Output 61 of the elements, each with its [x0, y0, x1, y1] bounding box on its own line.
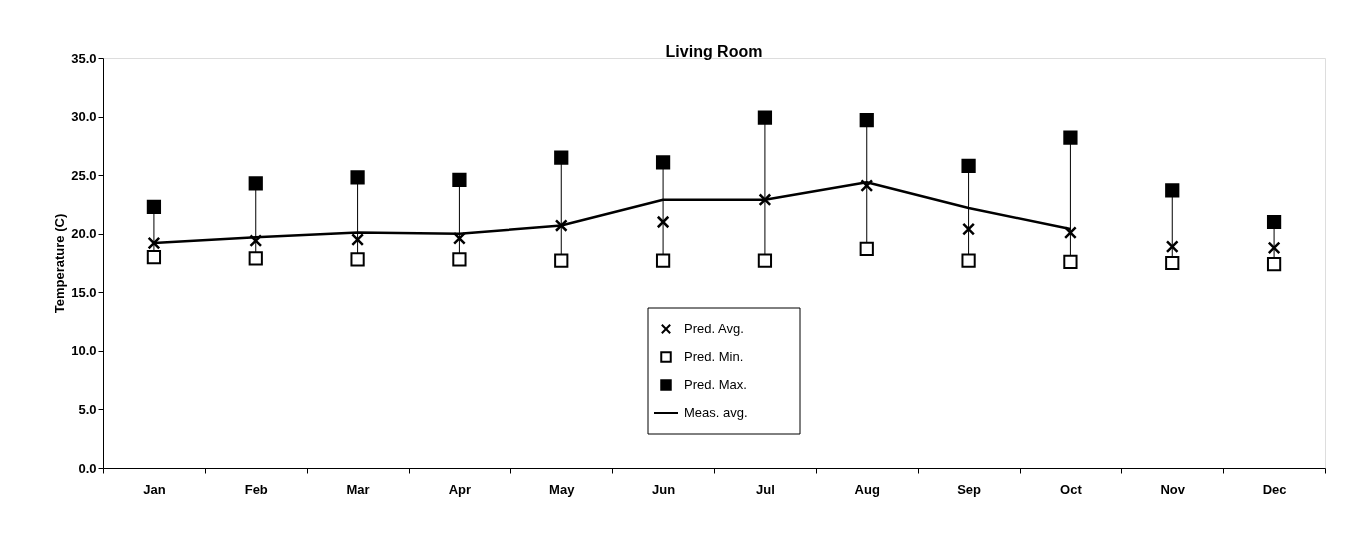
point: [860, 179, 874, 193]
chart-title: Living Room: [665, 43, 763, 60]
point: [248, 176, 263, 191]
point: [961, 158, 976, 173]
point: [757, 253, 773, 268]
x-tick-label: Jul: [756, 481, 775, 497]
point: [248, 251, 263, 266]
x-tick-label: Sep: [957, 481, 982, 497]
point: [1165, 255, 1180, 271]
point: [1063, 130, 1078, 145]
point: [554, 150, 569, 165]
y-tick-label: 5.0: [78, 401, 97, 417]
legend-label: Pred. Avg.: [684, 321, 744, 336]
x-tick-label: May: [549, 481, 576, 497]
point: [452, 252, 467, 267]
point: [859, 241, 874, 257]
point: [350, 170, 365, 185]
y-tick-label: 10.0: [71, 343, 97, 359]
point: [1266, 214, 1282, 230]
legend-label: Pred. Max.: [684, 377, 747, 392]
y-tick-label: 15.0: [71, 284, 97, 300]
point: [655, 253, 671, 268]
x-tick-label: Feb: [244, 481, 268, 497]
point: [1165, 240, 1179, 254]
point: [655, 155, 671, 170]
x-tick-label: Dec: [1262, 481, 1287, 497]
point: [757, 110, 773, 125]
y-tick-label: 30.0: [71, 109, 97, 125]
y-axis-title: Temperature (C): [52, 213, 68, 314]
point: [859, 112, 874, 128]
point: [147, 236, 161, 250]
x-tick-label: Jun: [652, 481, 676, 497]
point: [146, 199, 162, 214]
x-tick-label: Mar: [346, 481, 370, 497]
point: [452, 172, 467, 187]
point: [249, 234, 263, 248]
x-tick-label: Aug: [854, 481, 880, 497]
y-tick-label: 0.0: [78, 460, 97, 476]
x-tick-label: Jan: [143, 481, 166, 497]
point: [758, 193, 772, 207]
y-tick-label: 20.0: [71, 226, 97, 242]
x-tick-label: Oct: [1060, 481, 1083, 497]
point: [1063, 254, 1078, 269]
point: [961, 253, 976, 268]
x-tick-label: Apr: [448, 481, 472, 497]
legend-label: Meas. avg.: [684, 405, 748, 420]
y-tick-label: 25.0: [71, 167, 97, 183]
point: [962, 222, 976, 236]
point: [554, 253, 569, 268]
point: [146, 250, 162, 265]
point: [1266, 257, 1282, 272]
point: [554, 219, 568, 233]
point: [656, 215, 670, 229]
point: [351, 233, 365, 247]
point: [1063, 226, 1077, 240]
legend-label: Pred. Min.: [684, 349, 744, 364]
point: [1165, 183, 1180, 198]
point: [350, 252, 365, 267]
y-tick-label: 35.0: [71, 50, 97, 66]
point: [1267, 241, 1281, 255]
x-tick-label: Nov: [1160, 481, 1186, 497]
